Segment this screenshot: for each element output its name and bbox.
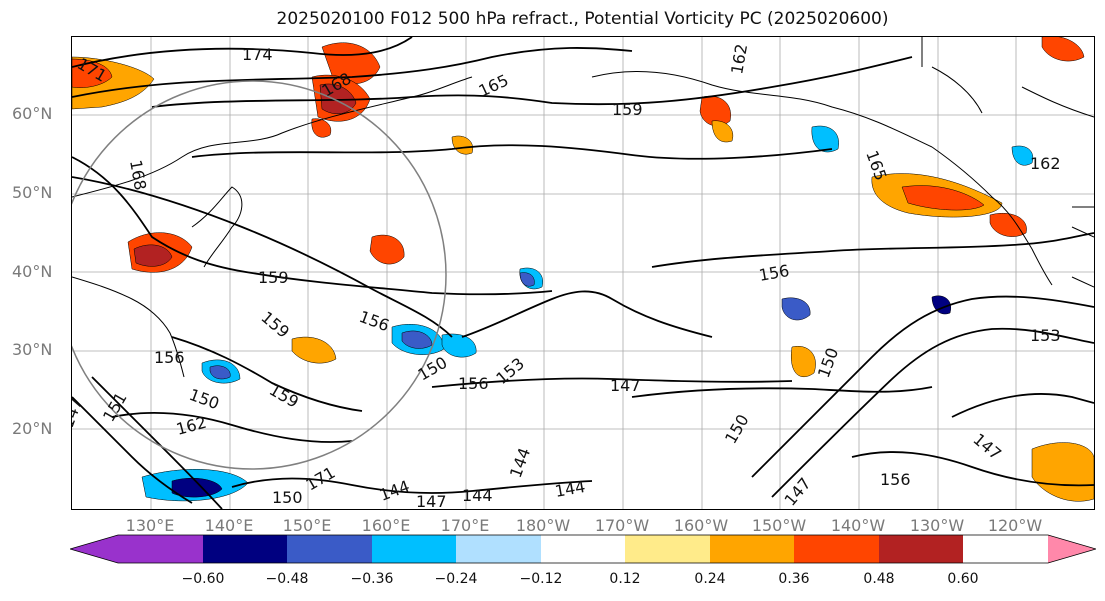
- pv-shading: [72, 37, 1094, 502]
- colorbar-tick-label: 0.24: [694, 571, 726, 587]
- contour-label: 144: [553, 477, 586, 501]
- contour-label: 147: [416, 492, 447, 509]
- contour-label: 150: [272, 488, 303, 507]
- contour-label: 162: [727, 42, 751, 75]
- contour-label: 153: [492, 354, 528, 388]
- lon-label: 150°W: [751, 516, 807, 535]
- contour-label: 156: [458, 374, 489, 393]
- graticule: [72, 37, 1094, 509]
- colorbar-tick-label: −0.48: [265, 571, 309, 587]
- colorbar-segment: [203, 535, 287, 563]
- lon-label: 160°W: [673, 516, 729, 535]
- colorbar-tick-label: 0.60: [947, 571, 979, 587]
- contour-label: 162: [1030, 154, 1061, 173]
- lat-label: 60°N: [12, 104, 53, 123]
- contour-label: 156: [357, 307, 392, 335]
- contour-label: 159: [612, 100, 643, 119]
- colorbar-segment: [710, 535, 794, 563]
- lon-label: 150°E: [282, 516, 332, 535]
- contour-label: 156: [880, 470, 911, 489]
- lon-label: 160°E: [361, 516, 411, 535]
- contour-label: 159: [258, 268, 289, 287]
- lon-label: 120°W: [987, 516, 1043, 535]
- colorbar-segment: [541, 535, 625, 563]
- map-panel: 174 171 168 165 162 159 168 165 162 159 …: [71, 36, 1095, 510]
- colorbar-tick-label: −0.60: [181, 571, 225, 587]
- colorbar-tick-label: 0.48: [863, 571, 895, 587]
- contour-label: 156: [154, 348, 185, 367]
- colorbar-segment: [625, 535, 710, 563]
- contour-label: 162: [174, 413, 208, 439]
- contour-label: 147: [610, 376, 641, 395]
- colorbar-segment: [794, 535, 879, 563]
- colorbar-segment: [287, 535, 372, 563]
- contour-label: 147: [72, 395, 86, 430]
- lon-label: 130°W: [909, 516, 965, 535]
- colorbar-segment: [70, 535, 118, 563]
- contour-label: 147: [969, 430, 1005, 464]
- lon-label: 140°E: [204, 516, 254, 535]
- coastlines: [72, 37, 1094, 378]
- contour-label: 168: [126, 158, 150, 191]
- colorbar-tick-label: 0.36: [778, 571, 810, 587]
- contour-label: 147: [781, 474, 815, 509]
- chart-title: 2025020100 F012 500 hPa refract., Potent…: [276, 9, 889, 29]
- contour-label: 144: [462, 486, 493, 505]
- refractivity-contours: [72, 37, 1094, 509]
- colorbar-segment: [1048, 535, 1096, 563]
- colorbar-segment: [879, 535, 963, 563]
- map-canvas: 174 171 168 165 162 159 168 165 162 159 …: [72, 37, 1094, 509]
- contour-label: 150: [814, 345, 842, 380]
- lon-label: 140°W: [830, 516, 886, 535]
- lon-label: 170°E: [440, 516, 490, 535]
- contour-label: 151: [99, 389, 131, 425]
- lon-label: 130°E: [125, 516, 175, 535]
- colorbar-segment: [456, 535, 541, 563]
- lat-label: 50°N: [12, 183, 53, 202]
- contour-label: 150: [187, 385, 222, 413]
- lat-label: 30°N: [12, 340, 53, 359]
- contour-label-group: 174 171 168 165 162 159 168 165 162 159 …: [72, 42, 1061, 509]
- colorbar: [70, 534, 1096, 564]
- verification-circle: [72, 80, 447, 470]
- colorbar-tick-label: −0.24: [434, 571, 478, 587]
- contour-label: 144: [377, 476, 412, 504]
- colorbar-tick-label: −0.12: [519, 571, 563, 587]
- colorbar-tick-label: −0.36: [350, 571, 394, 587]
- contour-label: 144: [506, 445, 534, 480]
- contour-label: 156: [757, 261, 790, 285]
- colorbar-segment: [118, 535, 203, 563]
- lat-label: 20°N: [12, 419, 53, 438]
- colorbar-tick-label: 0.12: [609, 571, 641, 587]
- contour-label: 159: [266, 380, 302, 412]
- lon-label: 180°W: [515, 516, 571, 535]
- contour-label: 165: [862, 148, 890, 183]
- contour-label: 159: [257, 308, 293, 342]
- lon-label: 170°W: [594, 516, 650, 535]
- contour-label: 153: [1030, 326, 1061, 345]
- contour-label: 150: [415, 353, 451, 385]
- contour-label: 174: [242, 45, 273, 64]
- lat-label: 40°N: [12, 262, 53, 281]
- colorbar-segment: [372, 535, 456, 563]
